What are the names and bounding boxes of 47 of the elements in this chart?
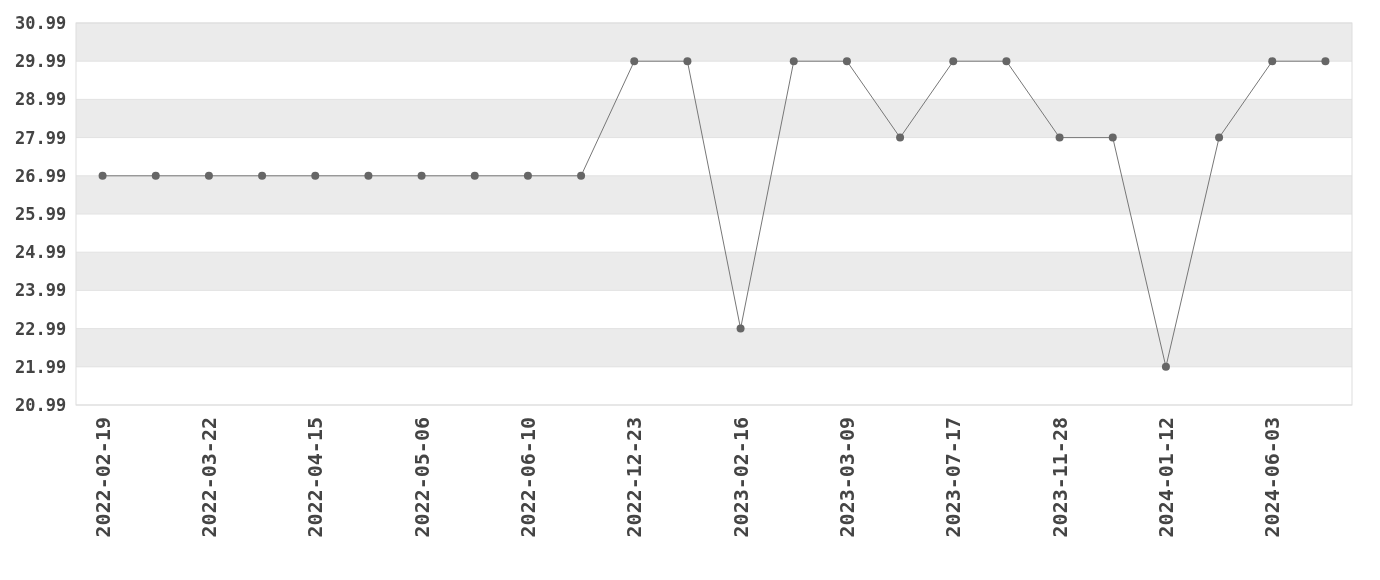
y-tick-label: 24.99 (15, 242, 67, 263)
point (577, 171, 586, 180)
y-tick-label: 22.99 (15, 318, 67, 339)
y-tick-label: 26.99 (15, 165, 67, 186)
y-tick-label: 21.99 (15, 356, 67, 377)
x-tick-label: 2022-02-19 (90, 417, 115, 538)
x-tick-label: 2023-02-16 (728, 417, 753, 538)
y-tick-label: 27.99 (15, 127, 67, 148)
point (258, 171, 267, 180)
x-tick-label: 2023-07-17 (941, 417, 966, 538)
point (842, 57, 851, 66)
y-tick-label: 25.99 (15, 203, 67, 224)
point (98, 171, 107, 180)
point (630, 57, 639, 66)
point (1268, 57, 1277, 66)
x-tick-label: 2024-01-12 (1153, 417, 1178, 538)
point (523, 171, 532, 180)
point (1002, 57, 1011, 66)
x-tick-label: 2024-06-03 (1260, 417, 1285, 538)
point (470, 171, 479, 180)
point (364, 171, 373, 180)
point (204, 171, 213, 180)
point (1321, 57, 1330, 66)
x-tick-label: 2022-03-22 (196, 417, 221, 538)
point (417, 171, 426, 180)
point (151, 171, 160, 180)
point (736, 324, 745, 333)
x-tick-label: 2022-04-15 (303, 417, 328, 538)
x-tick-label: 2023-11-28 (1047, 417, 1072, 538)
point (683, 57, 692, 66)
x-tick-label: 2023-03-09 (834, 417, 859, 538)
point (896, 133, 905, 142)
y-tick-label: 29.99 (15, 51, 67, 72)
y-tick-label: 23.99 (15, 280, 67, 301)
point (789, 57, 798, 66)
point (1108, 133, 1117, 142)
point (1055, 133, 1064, 142)
point (311, 171, 320, 180)
y-tick-label: 28.99 (15, 89, 67, 110)
x-tick-label: 2022-05-06 (409, 417, 434, 538)
point (949, 57, 958, 66)
x-tick-label: 2022-12-23 (622, 417, 647, 538)
point (1215, 133, 1224, 142)
point (1161, 362, 1170, 371)
y-tick-label: 30.99 (15, 12, 67, 33)
x-tick-label: 2022-06-10 (515, 417, 540, 538)
y-tick-label: 20.99 (15, 394, 67, 415)
